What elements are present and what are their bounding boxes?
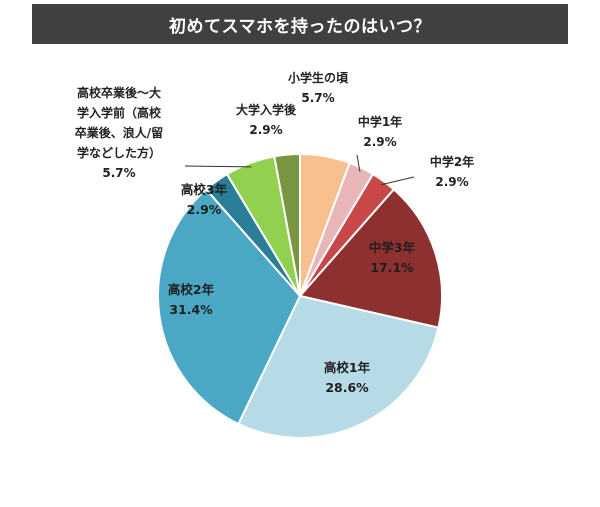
leader-line-2 (381, 176, 415, 186)
slice-label-5: 高校2年 31.4% (168, 282, 215, 317)
leader-line-1 (356, 154, 361, 172)
slice-value-0: 5.7% (301, 91, 334, 105)
slice-value-2: 2.9% (435, 175, 468, 189)
slice-value-6: 2.9% (187, 202, 222, 217)
slice-name-0: 小学生の頃 (288, 70, 349, 85)
slice-label-0: 小学生の頃 5.7% (288, 70, 349, 105)
slice-label-6: 高校3年 2.9% (181, 182, 228, 217)
slice-labels: 小学生の頃 5.7% 中学1年 2.9% 中学2年 2.9% 中学3年 17.1% 高校1年 28… (75, 70, 474, 395)
slice-name-7: 卒業後、浪人/留 (75, 125, 163, 140)
slice-name-6: 高校3年 (181, 182, 228, 197)
slice-value-5: 31.4% (169, 302, 213, 317)
slice-label-7: 高校卒業後～大学入学前（高校卒業後、浪人/留学などした方） 5.7% (75, 85, 163, 180)
slice-name-7: 高校卒業後～大 (77, 85, 161, 100)
slice-value-4: 28.6% (325, 380, 369, 395)
pie-slice-8 (273, 152, 301, 297)
slice-value-1: 2.9% (363, 135, 396, 149)
pie-slice-4 (237, 294, 440, 439)
slice-name-8: 大学入学後 (236, 102, 297, 117)
slice-label-1: 中学1年 2.9% (358, 114, 402, 149)
pie-slice-5 (157, 188, 302, 426)
pie-slices (157, 152, 443, 439)
slice-value-3: 17.1% (370, 260, 414, 275)
slice-label-3: 中学3年 17.1% (369, 240, 416, 275)
chart-title-bar: 初めてスマホを持ったのはいつ？ (32, 4, 568, 44)
slice-label-2: 中学2年 2.9% (430, 154, 474, 189)
leader-line-7 (184, 165, 252, 168)
chart-title: 初めてスマホを持ったのはいつ？ (169, 16, 431, 37)
slice-name-7: 学などした方） (77, 145, 161, 160)
slice-value-7: 5.7% (102, 166, 135, 180)
slice-name-2: 中学2年 (430, 154, 474, 169)
slice-name-5: 高校2年 (168, 282, 215, 297)
slice-label-8: 大学入学後 2.9% (236, 102, 297, 137)
slice-label-4: 高校1年 28.6% (324, 360, 371, 395)
slice-name-7: 学入学前（高校 (77, 105, 162, 120)
leader-lines (184, 154, 415, 186)
pie-slice-3 (298, 188, 443, 329)
slice-name-4: 高校1年 (324, 360, 371, 375)
slice-name-3: 中学3年 (369, 240, 416, 255)
slice-name-1: 中学1年 (358, 114, 402, 129)
slice-value-8: 2.9% (249, 123, 282, 137)
